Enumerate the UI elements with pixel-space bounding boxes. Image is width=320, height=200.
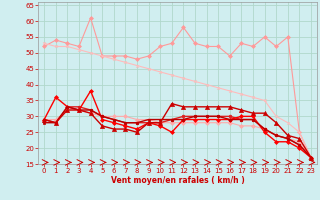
X-axis label: Vent moyen/en rafales ( km/h ): Vent moyen/en rafales ( km/h ) [111,176,244,185]
